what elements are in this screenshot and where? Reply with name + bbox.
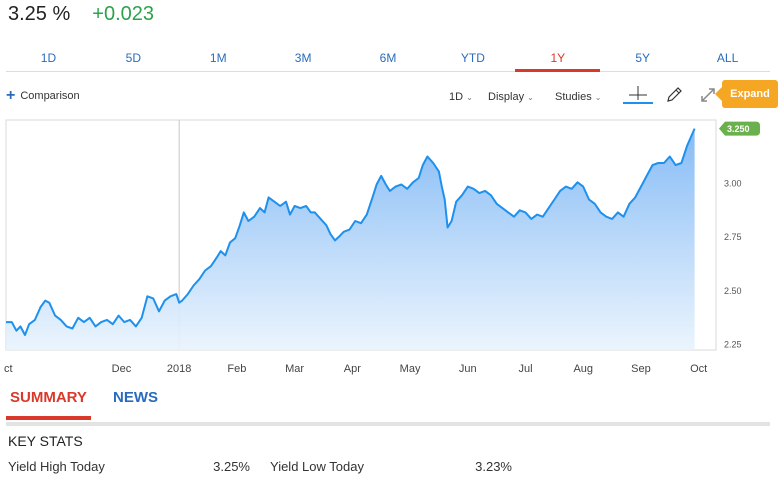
tab-news[interactable]: NEWS (113, 389, 158, 406)
area-chart: 3.00 2.75 2.50 2.25 3.250 ct Dec 2018 Feb Mar Apr M… (4, 119, 760, 375)
display-dropdown[interactable]: Display ⌄ (488, 91, 534, 103)
range-tab-1d[interactable]: 1D (40, 51, 57, 65)
pencil-icon (667, 87, 682, 102)
range-tab-5d[interactable]: 5D (125, 51, 141, 65)
range-tab-5y[interactable]: 5Y (635, 51, 651, 65)
y-tick-label: 2.25 (724, 340, 742, 350)
x-tick-label: Mar (285, 363, 304, 375)
plus-icon: + (6, 87, 16, 104)
yield-low-label: Yield Low Today (270, 459, 364, 474)
range-tab-1y[interactable]: 1Y (515, 47, 601, 72)
x-tick-label: Aug (573, 363, 593, 375)
tab-summary[interactable]: SUMMARY (6, 389, 91, 420)
range-tab-all[interactable]: ALL (716, 51, 739, 65)
interval-dropdown[interactable]: 1D ⌄ (449, 91, 473, 103)
quote-header: 3.25 % +0.023 (8, 3, 154, 29)
yield-high-value: 3.25% (213, 459, 250, 474)
chevron-down-icon: ⌄ (466, 93, 473, 102)
price-chart: 3.00 2.75 2.50 2.25 3.250 ct Dec 2018 Feb Mar Apr M… (0, 118, 780, 385)
range-tab-3m[interactable]: 3M (294, 51, 312, 65)
price-line (6, 128, 696, 336)
chevron-down-icon: ⌄ (594, 93, 602, 102)
quote-change: +0.023 (92, 3, 154, 25)
expand-arrows-icon (701, 88, 715, 102)
interval-label: 1D (449, 91, 464, 103)
crosshair-icon (623, 86, 653, 104)
x-tick-label: Jul (518, 363, 532, 375)
x-tick-label: Feb (227, 363, 246, 375)
x-tick-label: Jun (459, 363, 477, 375)
crosshair-tool-button[interactable] (623, 82, 653, 108)
expand-arrows-button[interactable] (696, 82, 720, 108)
range-tab-ytd[interactable]: YTD (460, 51, 485, 65)
y-tick-label: 2.75 (724, 232, 742, 242)
display-label: Display (488, 91, 525, 103)
range-tab-1m[interactable]: 1M (209, 51, 227, 65)
x-tick-label: Apr (344, 363, 361, 375)
y-tick-label: 3.00 (724, 178, 742, 188)
x-tick-label: Oct (690, 363, 707, 375)
range-tabs: 1D 5D 1M 3M 6M YTD 1Y 5Y ALL (6, 47, 770, 72)
studies-label: Studies (555, 91, 592, 103)
x-tick-label: Sep (631, 363, 651, 375)
expand-button[interactable]: Expand (715, 80, 778, 108)
yield-high-label: Yield High Today (8, 459, 105, 474)
area-fill (6, 128, 695, 350)
studies-dropdown[interactable]: Studies ⌄ (555, 91, 601, 103)
draw-tool-button[interactable] (662, 82, 686, 108)
x-tick-label: May (400, 363, 421, 375)
last-value-badge (719, 121, 760, 136)
comparison-button[interactable]: + Comparison (6, 87, 80, 104)
x-tick-label: ct (4, 363, 13, 375)
chevron-down-icon: ⌄ (527, 93, 534, 102)
yield-low-value: 3.23% (475, 459, 512, 474)
range-tab-6m[interactable]: 6M (379, 51, 397, 65)
quote-price: 3.25 % (8, 3, 71, 25)
x-tick-label: 2018 (167, 363, 191, 375)
y-tick-label: 2.50 (724, 286, 742, 296)
key-stats-title: KEY STATS (8, 433, 83, 449)
last-value-label: 3.250 (727, 124, 750, 134)
content-tabs: SUMMARY NEWS (6, 386, 770, 426)
x-tick-label: Dec (112, 363, 132, 375)
comparison-label: Comparison (20, 90, 80, 102)
chart-toolbar: + Comparison 1D ⌄ Display ⌄ Studies ⌄ Expan… (6, 80, 778, 112)
